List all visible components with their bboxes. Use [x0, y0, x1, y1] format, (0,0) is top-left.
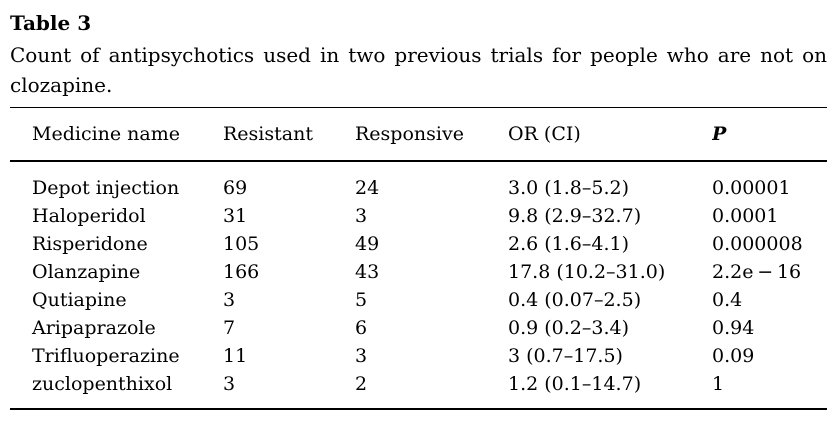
- column-header-responsive: Responsive: [355, 107, 508, 162]
- table-row: Qutiapine 3 5 0.4 (0.07–2.5) 0.4: [10, 286, 827, 314]
- table-row: Haloperidol 31 3 9.8 (2.9–32.7) 0.0001: [10, 202, 827, 230]
- or-ci-cell: 0.4 (0.07–2.5): [508, 289, 642, 311]
- resistant-count-cell: 7: [223, 317, 236, 339]
- or-ci-cell: 1.2 (0.1–14.7): [508, 373, 642, 395]
- table-row: zuclopenthixol 3 2 1.2 (0.1–14.7) 1: [10, 370, 827, 409]
- column-header-p-value: P: [712, 107, 827, 162]
- resistant-count-cell: 31: [223, 205, 248, 227]
- antipsychotics-table: Medicine name Resistant Responsive OR (C…: [10, 107, 827, 410]
- resistant-count-cell: 3: [223, 289, 236, 311]
- or-ci-cell: 17.8 (10.2–31.0): [508, 261, 666, 283]
- p-value-cell: 2.2e − 16: [712, 261, 802, 283]
- resistant-count-cell: 105: [223, 233, 260, 255]
- column-header-or-ci: OR (CI): [508, 107, 712, 162]
- or-ci-cell: 3.0 (1.8–5.2): [508, 177, 630, 199]
- responsive-count-cell: 24: [355, 177, 380, 199]
- responsive-count-cell: 3: [355, 205, 368, 227]
- medicine-name-cell: Olanzapine: [32, 261, 141, 283]
- p-value-cell: 1: [712, 373, 725, 395]
- p-value-cell: 0.000008: [712, 233, 803, 255]
- table-row: Trifluoperazine 11 3 3 (0.7–17.5) 0.09: [10, 342, 827, 370]
- p-value-cell: 0.0001: [712, 205, 779, 227]
- or-ci-cell: 9.8 (2.9–32.7): [508, 205, 642, 227]
- responsive-count-cell: 2: [355, 373, 368, 395]
- resistant-count-cell: 11: [223, 345, 248, 367]
- table-header-row: Medicine name Resistant Responsive OR (C…: [10, 107, 827, 162]
- or-ci-cell: 3 (0.7–17.5): [508, 345, 623, 367]
- medicine-name-cell: Depot injection: [32, 177, 180, 199]
- responsive-count-cell: 3: [355, 345, 368, 367]
- table-row: Olanzapine 166 43 17.8 (10.2–31.0) 2.2e …: [10, 258, 827, 286]
- p-value-cell: 0.94: [712, 317, 755, 339]
- resistant-count-cell: 69: [223, 177, 248, 199]
- resistant-count-cell: 3: [223, 373, 236, 395]
- medicine-name-cell: Aripaprazole: [32, 317, 156, 339]
- table-body: Depot injection 69 24 3.0 (1.8–5.2) 0.00…: [10, 161, 827, 409]
- responsive-count-cell: 43: [355, 261, 380, 283]
- medicine-name-cell: Risperidone: [32, 233, 148, 255]
- or-ci-cell: 2.6 (1.6–4.1): [508, 233, 630, 255]
- medicine-name-cell: zuclopenthixol: [32, 373, 173, 395]
- table-label: Table 3: [10, 11, 92, 35]
- table-row: Aripaprazole 7 6 0.9 (0.2–3.4) 0.94: [10, 314, 827, 342]
- medicine-name-cell: Qutiapine: [32, 289, 127, 311]
- column-header-medicine-name: Medicine name: [10, 107, 223, 162]
- medicine-name-cell: Trifluoperazine: [32, 345, 180, 367]
- or-ci-cell: 0.9 (0.2–3.4): [508, 317, 630, 339]
- table-row: Risperidone 105 49 2.6 (1.6–4.1) 0.00000…: [10, 230, 827, 258]
- p-value-cell: 0.00001: [712, 177, 791, 199]
- responsive-count-cell: 5: [355, 289, 368, 311]
- medicine-name-cell: Haloperidol: [32, 205, 146, 227]
- p-value-cell: 0.09: [712, 345, 755, 367]
- resistant-count-cell: 166: [223, 261, 260, 283]
- table-caption: Count of antipsychotics used in two prev…: [10, 43, 827, 97]
- column-header-resistant: Resistant: [223, 107, 355, 162]
- p-value-cell: 0.4: [712, 289, 743, 311]
- responsive-count-cell: 49: [355, 233, 380, 255]
- responsive-count-cell: 6: [355, 317, 368, 339]
- table-row: Depot injection 69 24 3.0 (1.8–5.2) 0.00…: [10, 161, 827, 202]
